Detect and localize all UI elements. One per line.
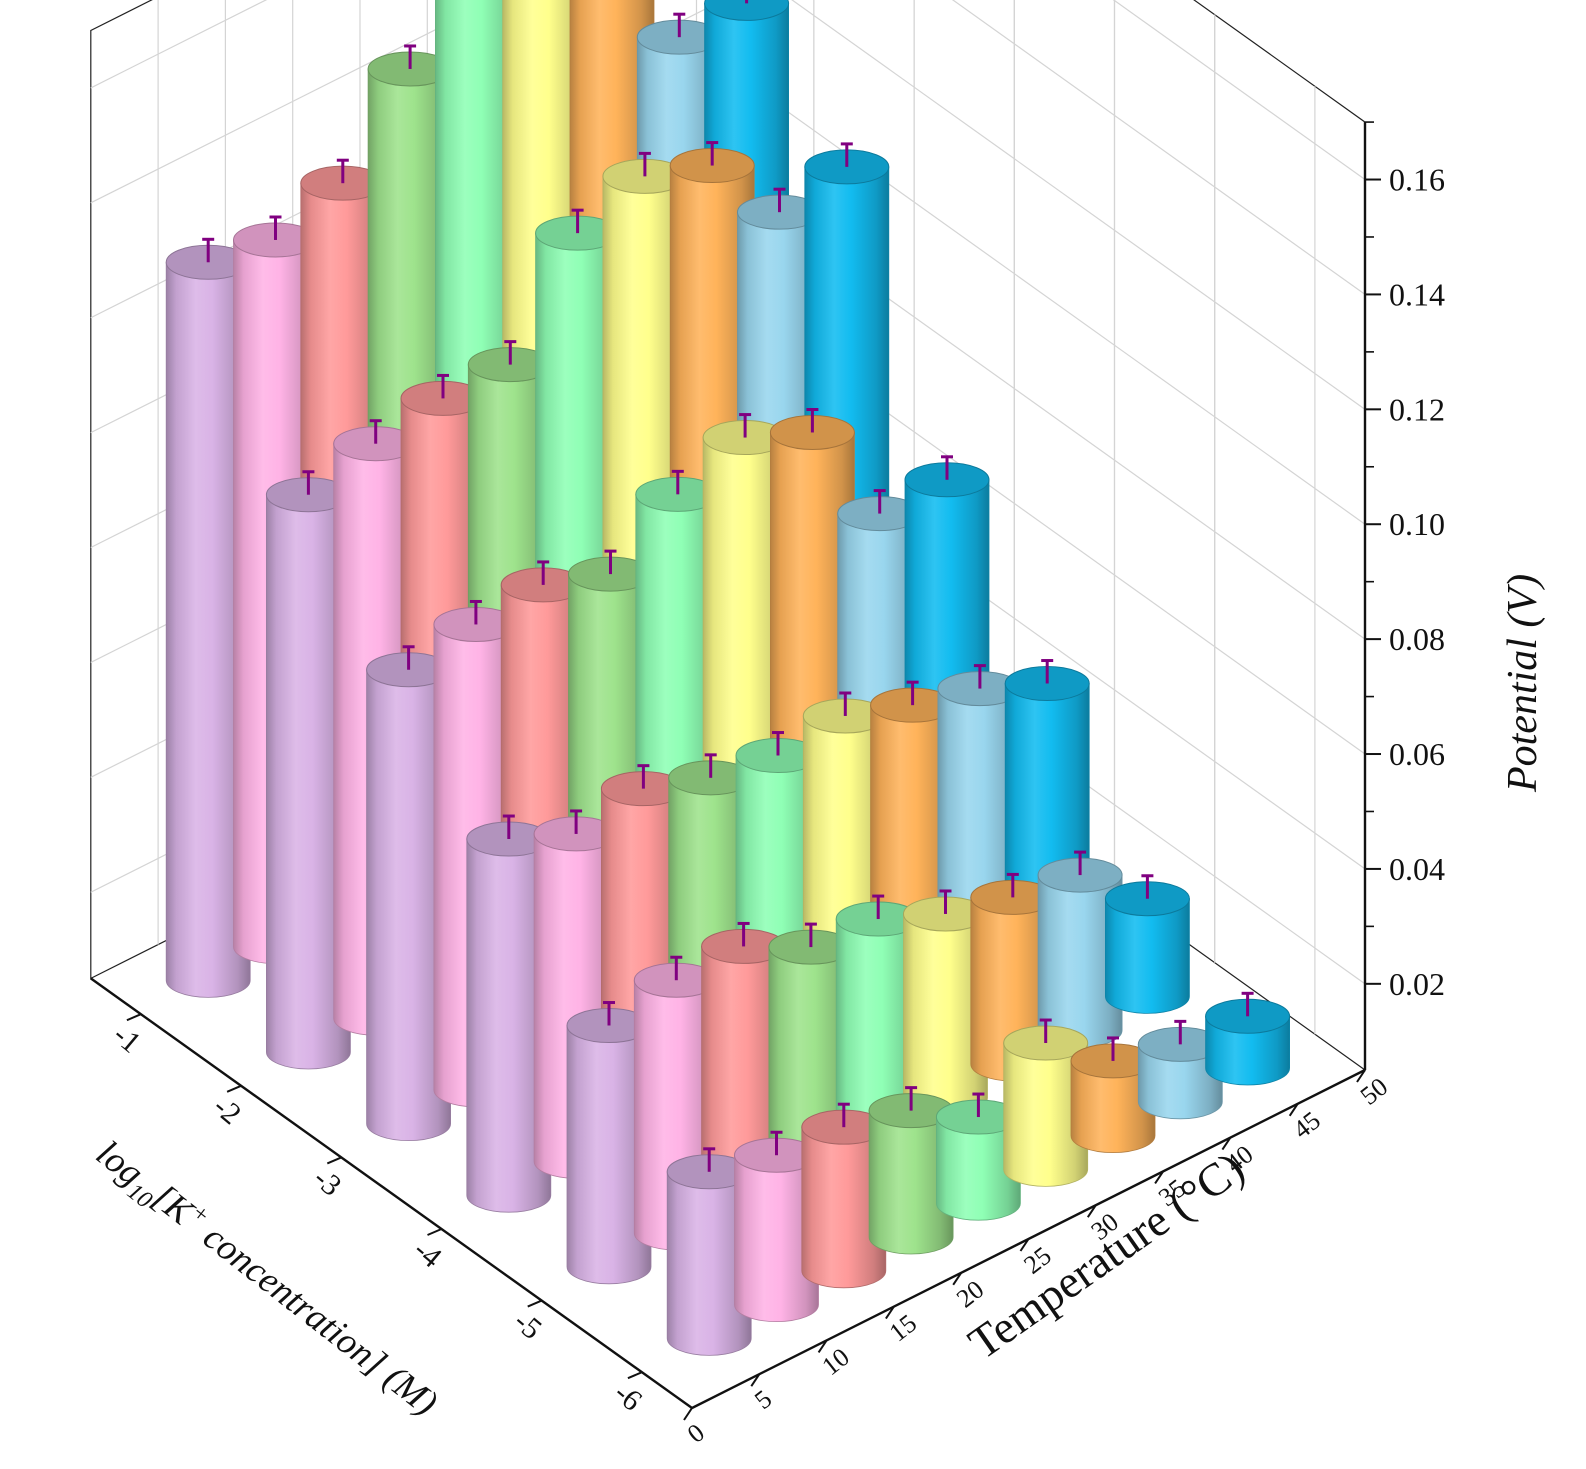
bar-body (1070, 1060, 1156, 1153)
x-tick-label: -1 (107, 1018, 147, 1059)
bar-cylinder (265, 470, 351, 1070)
bar-cylinder (1104, 874, 1190, 1014)
y-tick (1356, 1069, 1366, 1083)
z-tick-label: 0.10 (1389, 506, 1445, 542)
z-tick-label: 0.08 (1389, 621, 1445, 657)
x-tick (226, 1084, 242, 1093)
y-tick (1288, 1103, 1299, 1117)
bar-cylinder (1003, 1018, 1089, 1187)
gridline-z-left (90, 0, 268, 89)
x-tick-label: -3 (307, 1161, 347, 1202)
z-axis-title: Potential (V) (1500, 574, 1546, 793)
y-tick (817, 1339, 828, 1353)
bar-cylinder (1070, 1036, 1156, 1153)
x-tick (326, 1156, 342, 1165)
bar-cylinder (868, 1086, 954, 1255)
y-tick (1154, 1170, 1164, 1184)
y-tick (683, 1407, 693, 1421)
bar-body (1003, 1042, 1089, 1187)
bar-body (366, 669, 451, 1141)
y-tick-label: 5 (749, 1384, 777, 1415)
bar-body (1105, 898, 1190, 1014)
bar-body (868, 1110, 954, 1255)
z-tick-label: 0.02 (1389, 966, 1445, 1002)
z-tick-label: 0.06 (1389, 736, 1445, 772)
x-tick-label: -4 (407, 1233, 447, 1274)
bar-body (165, 261, 251, 998)
bar-cylinder (466, 814, 552, 1213)
gridline-z-right (951, 0, 1366, 295)
x-tick (427, 1228, 442, 1236)
y-tick (1221, 1137, 1232, 1151)
bar-cylinder (935, 1092, 1021, 1221)
bar-top (704, 0, 790, 21)
y-tick-label: 0 (682, 1418, 710, 1449)
bar-cylinder (835, 894, 921, 1149)
bar-body (266, 494, 351, 1070)
bars (165, 0, 1291, 1356)
bar-body (734, 1154, 819, 1322)
z-tick-label: 0.04 (1389, 851, 1445, 887)
z-tick-label: 0.14 (1389, 276, 1445, 312)
x-tick (527, 1299, 543, 1308)
bar-body (566, 1025, 652, 1285)
z-tick-label: 0.12 (1389, 391, 1445, 427)
y-tick (1019, 1238, 1030, 1252)
bar-cylinder (734, 1130, 819, 1322)
bar-body (1205, 1015, 1290, 1086)
bar-cylinder (801, 1102, 887, 1289)
x-axis-line (90, 977, 693, 1409)
bar-cylinder (165, 237, 251, 998)
y-tick (952, 1272, 963, 1286)
z-tick-label: 0.16 (1389, 162, 1445, 198)
bar-body (666, 1171, 752, 1356)
x-tick (627, 1371, 643, 1380)
bar-cylinder (1137, 1019, 1223, 1120)
bar-body (466, 838, 552, 1213)
x-tick-label: -5 (508, 1305, 548, 1346)
bar-body (1137, 1043, 1223, 1120)
x-axis-title: log10[K+ concentration] (M) (85, 1131, 446, 1428)
x-tick (126, 1013, 142, 1022)
y-tick (885, 1306, 895, 1320)
bar-cylinder (1037, 850, 1123, 1048)
x-tick-label: -2 (207, 1090, 247, 1131)
bar-cylinder (666, 1147, 752, 1356)
tick-labels: -1-2-3-4-5-6051015202530354045500.020.04… (107, 162, 1445, 1449)
gridline-z-right (791, 0, 1366, 410)
axes (90, 121, 1381, 1421)
gridline-z-right (1112, 0, 1366, 181)
bar-cylinder (903, 889, 988, 1116)
x-tick-label: -6 (608, 1376, 648, 1417)
y-tick (1086, 1204, 1097, 1218)
bar-cylinder (366, 645, 452, 1141)
bar-cylinder (1205, 991, 1291, 1086)
bar-body (801, 1126, 887, 1289)
y-tick (750, 1373, 761, 1387)
bar-body (936, 1116, 1021, 1221)
